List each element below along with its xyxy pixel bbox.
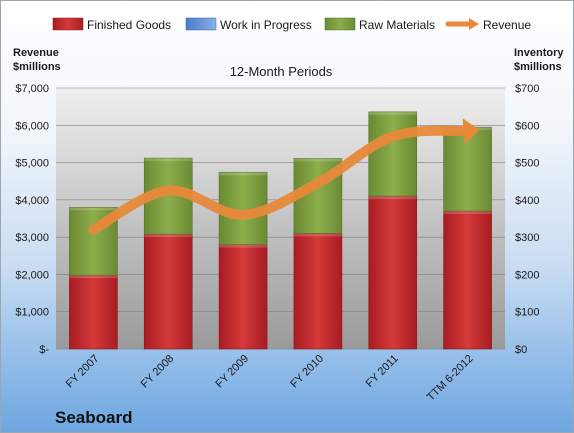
legend-swatch-raw-materials	[324, 17, 356, 31]
right-tick-label: $100	[515, 307, 539, 319]
revenue-line-arrowhead	[462, 118, 480, 145]
legend-label-finished-goods: Finished Goods	[87, 18, 171, 32]
left-tick-label: $-	[39, 344, 49, 356]
bar-raw-materials-highlight	[144, 158, 193, 162]
bar-raw-materials	[368, 111, 418, 197]
right-tick-label: $600	[515, 120, 539, 132]
bar-finished-goods	[368, 195, 418, 350]
bar-finished-goods-highlight	[69, 275, 118, 279]
left-tick-label: $6,000	[15, 120, 49, 132]
legend-item-finished-goods: Finished Goods	[52, 17, 171, 32]
legend-item-revenue: Revenue	[445, 18, 531, 32]
bar-raw-materials-highlight	[368, 111, 417, 115]
x-axis-labels: FY 2007 FY 2008 FY 2009 FY 2010 FY 2011 TTM 6…	[64, 353, 476, 404]
legend-label-raw-materials: Raw Materials	[359, 18, 435, 32]
x-tick-label: FY 2008	[139, 353, 177, 391]
bar-raw-materials-highlight	[293, 158, 342, 162]
chart-title: 12-Month Periods	[230, 64, 333, 79]
bar-finished-goods	[143, 233, 193, 350]
right-axis-title-line1: Inventory	[514, 47, 564, 59]
revenue-line-path	[88, 125, 473, 235]
right-tick-label: $300	[515, 232, 539, 244]
right-axis-ticks: $0 $100 $200 $300 $400 $500 $600 $700	[515, 83, 539, 356]
right-tick-label: $0	[515, 344, 527, 356]
bar-finished-goods	[218, 244, 268, 350]
right-tick-label: $400	[515, 195, 539, 207]
legend-swatch-finished-goods	[52, 17, 84, 31]
legend-swatch-work-in-progress	[185, 17, 217, 31]
x-tick-label: FY 2007	[64, 353, 102, 391]
bar-finished-goods-highlight	[293, 233, 342, 237]
left-tick-label: $7,000	[15, 83, 49, 95]
right-tick-label: $200	[515, 269, 539, 281]
bar-finished-goods	[443, 210, 492, 350]
left-tick-label: $5,000	[15, 158, 49, 170]
legend-arrow-revenue	[469, 18, 479, 30]
company-name: Seaboard	[55, 408, 132, 427]
left-axis-title-line1: Revenue	[13, 47, 59, 59]
left-tick-label: $2,000	[15, 269, 49, 281]
bar-finished-goods	[69, 274, 118, 350]
legend-label-work-in-progress: Work in Progress	[220, 18, 312, 32]
right-tick-label: $500	[515, 158, 539, 170]
revenue-line	[88, 118, 480, 235]
bar-finished-goods-highlight	[368, 196, 417, 200]
x-tick-label: TTM 6-2012	[425, 353, 476, 404]
bar-finished-goods	[293, 233, 343, 350]
bar-raw-materials-highlight	[69, 207, 118, 211]
bar-finished-goods-highlight	[144, 234, 193, 238]
left-axis-ticks: $- $1,000 $2,000 $3,000 $4,000 $5,000 $6,000 $7…	[15, 83, 49, 356]
bar-raw-materials-highlight	[219, 172, 268, 176]
x-tick-label: FY 2009	[213, 353, 251, 391]
left-tick-label: $4,000	[15, 195, 49, 207]
x-tick-label: FY 2011	[364, 353, 401, 390]
bar-finished-goods-highlight	[219, 244, 268, 248]
left-tick-label: $3,000	[15, 232, 49, 244]
legend-item-work-in-progress: Work in Progress	[185, 17, 312, 32]
left-tick-label: $1,000	[15, 307, 49, 319]
bar-finished-goods-highlight	[443, 211, 492, 215]
right-tick-label: $700	[515, 83, 539, 95]
legend-item-raw-materials: Raw Materials	[324, 17, 435, 32]
right-axis-title-line2: $millions	[514, 61, 562, 73]
legend: Finished Goods Work in Progress Raw Mate…	[52, 17, 531, 32]
x-tick-label: FY 2010	[288, 353, 326, 391]
legend-label-revenue: Revenue	[483, 18, 531, 32]
left-axis-title-line2: $millions	[13, 61, 61, 73]
